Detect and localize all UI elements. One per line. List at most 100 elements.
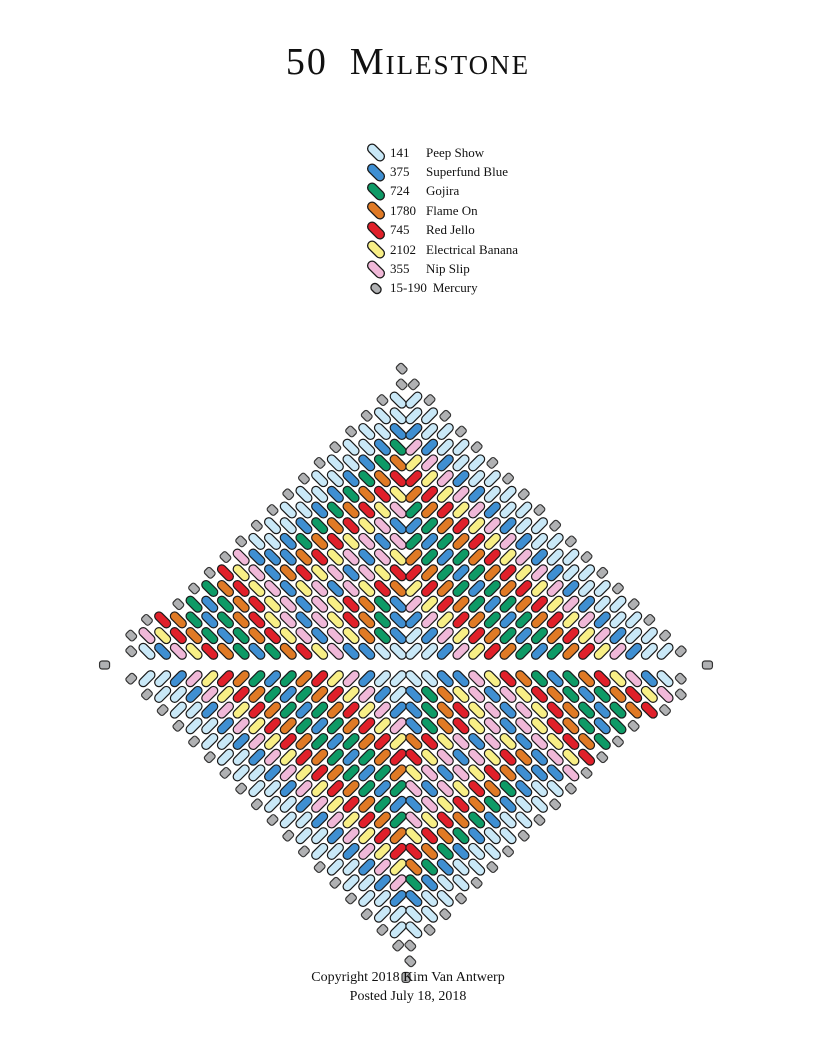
bead-green [311, 517, 329, 535]
bead-yellow [342, 811, 360, 829]
bead-lb [326, 858, 344, 876]
bead-yellow [593, 642, 611, 660]
bead-blue [515, 532, 533, 550]
posted-date: Posted July 18, 2018 [349, 989, 467, 1004]
bead-red [358, 501, 376, 519]
bead-green [609, 701, 627, 719]
bead-grey [549, 519, 562, 532]
bead-orange [483, 627, 501, 645]
bead-yellow [468, 764, 486, 782]
bead-orange [499, 642, 517, 660]
bead-green [546, 642, 564, 660]
bead-blue [279, 579, 297, 598]
bead-green [201, 579, 219, 598]
bead-yellow [515, 564, 533, 582]
bead-lb [279, 517, 297, 535]
bead-yellow [326, 595, 344, 613]
bead-lb [263, 532, 282, 550]
bead-yellow [483, 670, 501, 688]
bead-red [342, 795, 360, 813]
bead-yellow [263, 595, 282, 613]
bead-green [279, 670, 297, 688]
bead-pink [452, 485, 470, 503]
bead-lb [389, 670, 407, 688]
bead-pink [405, 811, 423, 829]
bead-green [263, 642, 282, 660]
bead-lb [483, 827, 501, 845]
bead-yellow [420, 595, 439, 613]
bead-green [373, 454, 392, 472]
bead-blue [358, 642, 376, 660]
bead-red [248, 595, 266, 613]
bead-green [436, 532, 454, 550]
bead-green [593, 732, 611, 751]
bead-blue [342, 748, 360, 766]
legend-name: Superfund Blue [426, 164, 508, 180]
bead-orange [326, 764, 344, 782]
bead-pink [311, 611, 329, 629]
bead-orange [468, 548, 486, 566]
bead-pink [342, 827, 360, 845]
bead-orange [515, 595, 533, 613]
bead-grey [298, 845, 310, 858]
bead-lb [185, 701, 203, 719]
bead-red [483, 548, 501, 566]
bead-pink [546, 748, 564, 766]
legend-item: 141 Peep Show [362, 143, 518, 162]
bead-red [483, 642, 501, 660]
bead-grey [141, 688, 153, 701]
bead-orange [373, 470, 392, 488]
bead-lb [499, 485, 517, 503]
bead-green [373, 627, 392, 645]
bead-pink [279, 764, 297, 782]
bead-grey [172, 719, 185, 732]
bead-lb [373, 642, 392, 660]
bead-lb [405, 905, 423, 923]
bead-red [452, 701, 470, 719]
legend-code: 375 [390, 164, 410, 180]
bead-lb [342, 874, 360, 892]
bead-pink [436, 470, 454, 488]
bead-pink [201, 685, 219, 703]
bead-green [420, 517, 439, 535]
bead-orange [358, 732, 376, 751]
bead-blue [515, 732, 533, 751]
bead-orange [452, 811, 470, 829]
bead-red [468, 627, 486, 645]
bead-grey [203, 751, 216, 764]
bead-yellow [530, 701, 549, 719]
bead-yellow [530, 579, 549, 598]
bead-orange [483, 780, 501, 798]
bead-pink [420, 454, 439, 472]
bead-blue [342, 842, 360, 860]
bead-blue [499, 701, 517, 719]
bead-green [326, 717, 344, 735]
bead-blue [452, 564, 470, 582]
bead-grey [188, 735, 200, 748]
bead-yellow [577, 627, 596, 645]
bead-orange [577, 670, 596, 688]
bead-orange [263, 701, 282, 719]
bead-grey [266, 504, 279, 516]
bead-lb [311, 485, 329, 503]
bead-yellow [373, 717, 392, 735]
bead-pink [436, 748, 454, 766]
bead-blue [515, 627, 533, 645]
legend-code: 141 [390, 144, 410, 160]
bead-lb [216, 748, 235, 766]
bead-blue [358, 764, 376, 782]
bead-orange [405, 548, 423, 566]
bead-pink [530, 564, 549, 582]
bead-green [468, 564, 486, 582]
bead-lb [263, 780, 282, 798]
bead-blue [263, 764, 282, 782]
bead-blue [530, 642, 549, 660]
bead-red [248, 611, 266, 629]
page-title: 50 Milestone [0, 40, 816, 84]
bead-lb [326, 842, 344, 860]
bead-lb [640, 642, 658, 660]
bead-blue [420, 780, 439, 798]
bead-green [295, 717, 313, 735]
bead-red [468, 532, 486, 550]
bead-grey [423, 923, 436, 936]
